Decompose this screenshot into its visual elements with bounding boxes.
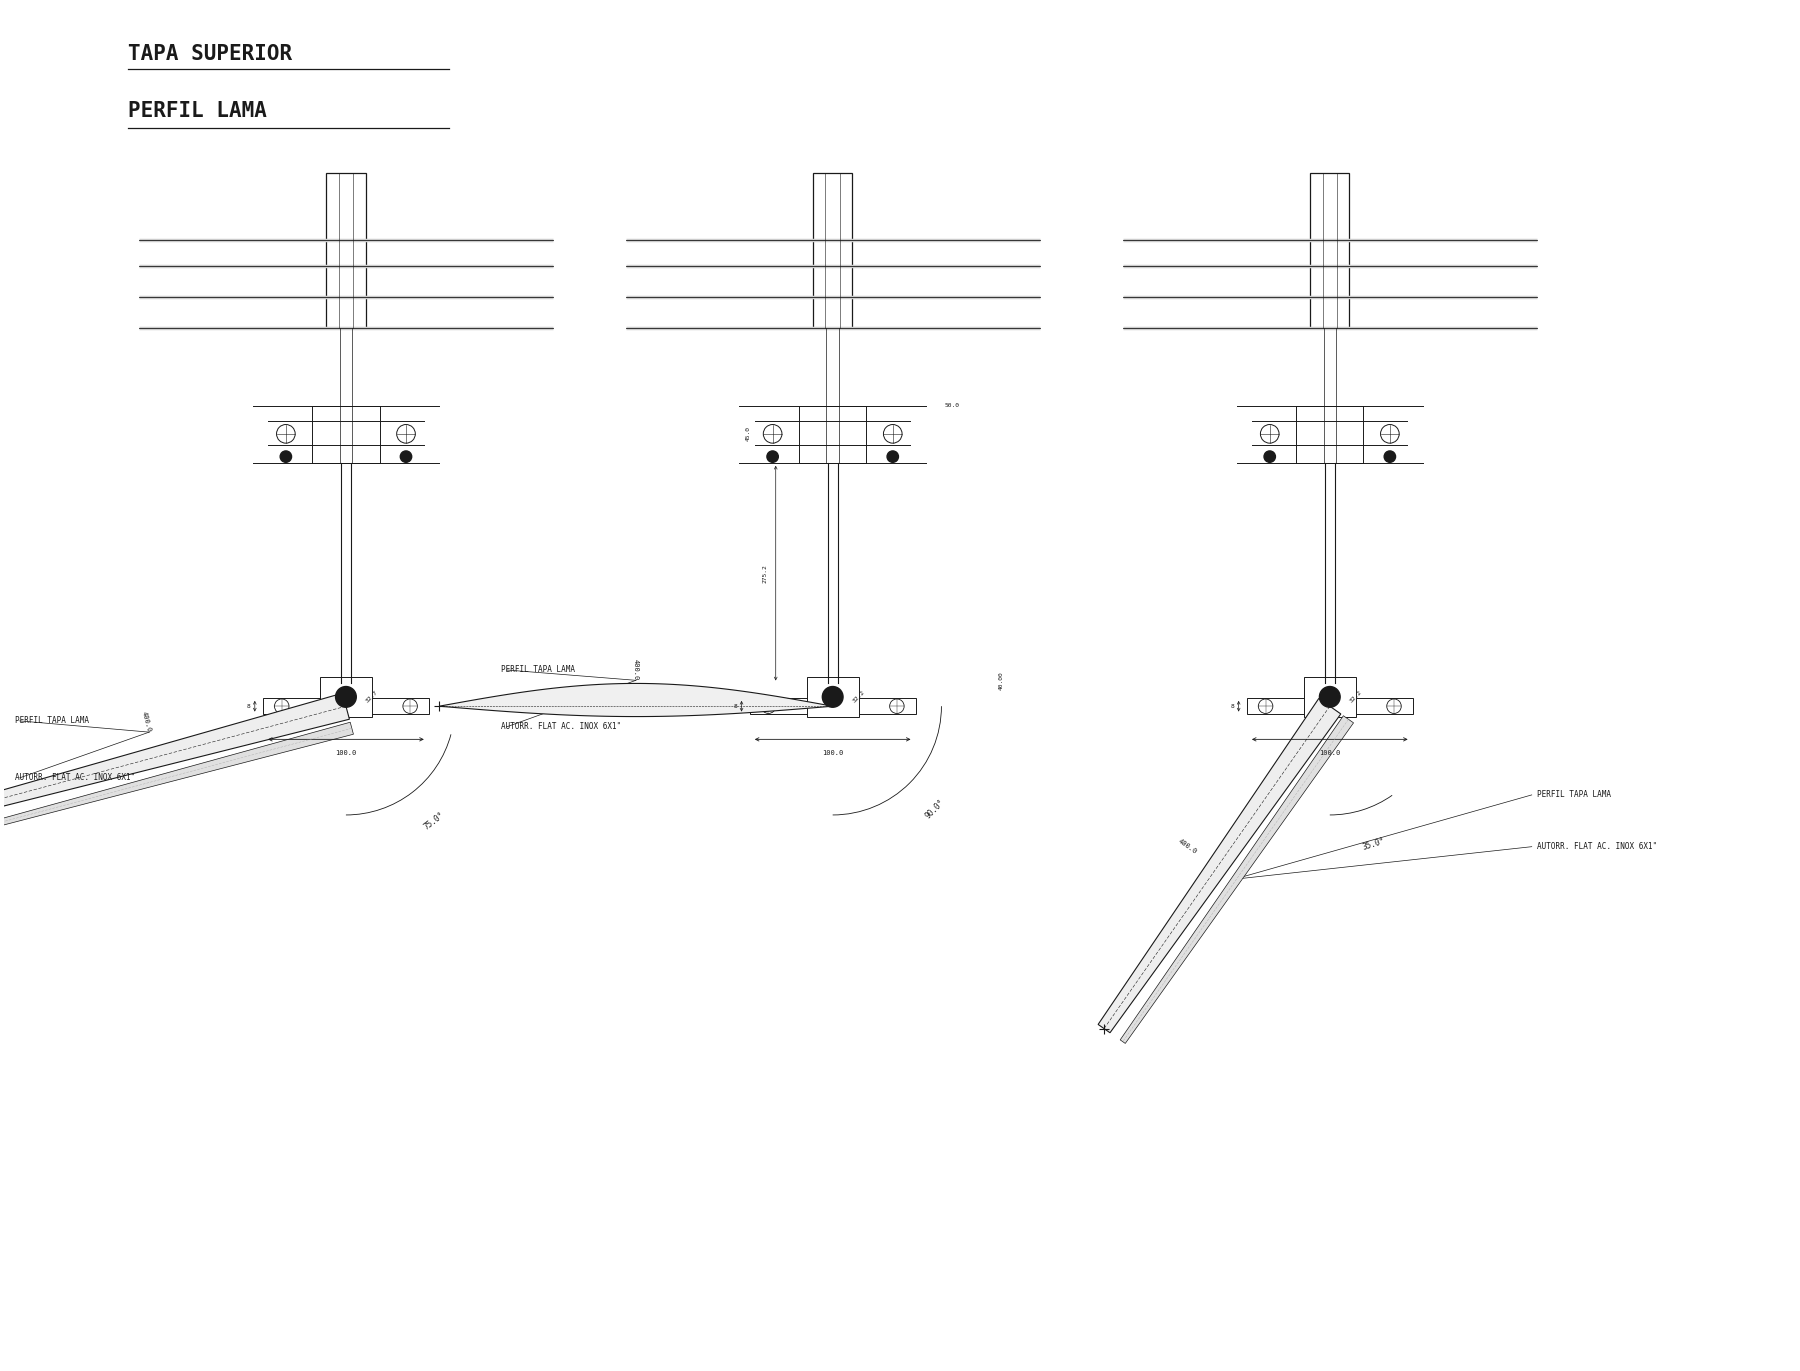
Polygon shape	[0, 723, 353, 834]
Polygon shape	[439, 683, 833, 717]
Text: 50.0: 50.0	[945, 403, 959, 409]
Polygon shape	[1247, 698, 1413, 714]
Circle shape	[887, 451, 898, 462]
Text: 100.0: 100.0	[335, 750, 356, 755]
Circle shape	[281, 451, 292, 462]
Text: 32.2: 32.2	[1348, 690, 1363, 705]
Polygon shape	[814, 173, 853, 328]
Polygon shape	[1120, 716, 1354, 1043]
Text: 75.0°: 75.0°	[423, 810, 446, 832]
Text: 400.0: 400.0	[140, 712, 153, 733]
Polygon shape	[0, 694, 349, 816]
Polygon shape	[751, 698, 916, 714]
Polygon shape	[1310, 173, 1350, 328]
Polygon shape	[806, 677, 859, 717]
Text: 8: 8	[247, 703, 250, 709]
Polygon shape	[1098, 698, 1341, 1032]
Circle shape	[335, 687, 356, 707]
Polygon shape	[1303, 677, 1355, 717]
Circle shape	[400, 451, 412, 462]
Text: PERFIL LAMA: PERFIL LAMA	[128, 101, 268, 121]
Text: 275.2: 275.2	[763, 563, 767, 583]
Polygon shape	[263, 698, 428, 714]
Text: PERFIL TAPA LAMA: PERFIL TAPA LAMA	[500, 665, 576, 675]
Polygon shape	[799, 406, 866, 463]
Text: 32.2: 32.2	[851, 690, 866, 705]
Polygon shape	[326, 173, 365, 328]
Circle shape	[1264, 451, 1276, 462]
Text: 40.00: 40.00	[999, 670, 1003, 690]
Text: AUTORR. FLAT AC. INOX 6X1": AUTORR. FLAT AC. INOX 6X1"	[500, 723, 621, 731]
Text: 400.0: 400.0	[1177, 838, 1197, 856]
Text: PERFIL TAPA LAMA: PERFIL TAPA LAMA	[14, 717, 88, 725]
Polygon shape	[320, 677, 373, 717]
Text: PERFIL TAPA LAMA: PERFIL TAPA LAMA	[1537, 791, 1611, 799]
Polygon shape	[1296, 406, 1363, 463]
Circle shape	[767, 451, 778, 462]
Circle shape	[1319, 687, 1341, 707]
Text: 8: 8	[1231, 703, 1235, 709]
Text: 90.0°: 90.0°	[923, 798, 947, 820]
Text: 8: 8	[734, 703, 738, 709]
Text: 100.0: 100.0	[1319, 750, 1341, 755]
Text: 45.0: 45.0	[745, 426, 751, 441]
Polygon shape	[311, 406, 380, 463]
Text: 35.0°: 35.0°	[1361, 836, 1386, 853]
Text: TAPA SUPERIOR: TAPA SUPERIOR	[128, 44, 293, 64]
Text: 32.7: 32.7	[365, 690, 378, 705]
Circle shape	[1384, 451, 1395, 462]
Text: AUTORR. FLAT AC. INOX 6X1": AUTORR. FLAT AC. INOX 6X1"	[1537, 842, 1658, 851]
Text: AUTORR. FLAT AC. INOX 6X1": AUTORR. FLAT AC. INOX 6X1"	[14, 773, 135, 783]
Circle shape	[823, 687, 842, 707]
Text: 400.0: 400.0	[634, 659, 639, 680]
Text: 100.0: 100.0	[823, 750, 844, 755]
